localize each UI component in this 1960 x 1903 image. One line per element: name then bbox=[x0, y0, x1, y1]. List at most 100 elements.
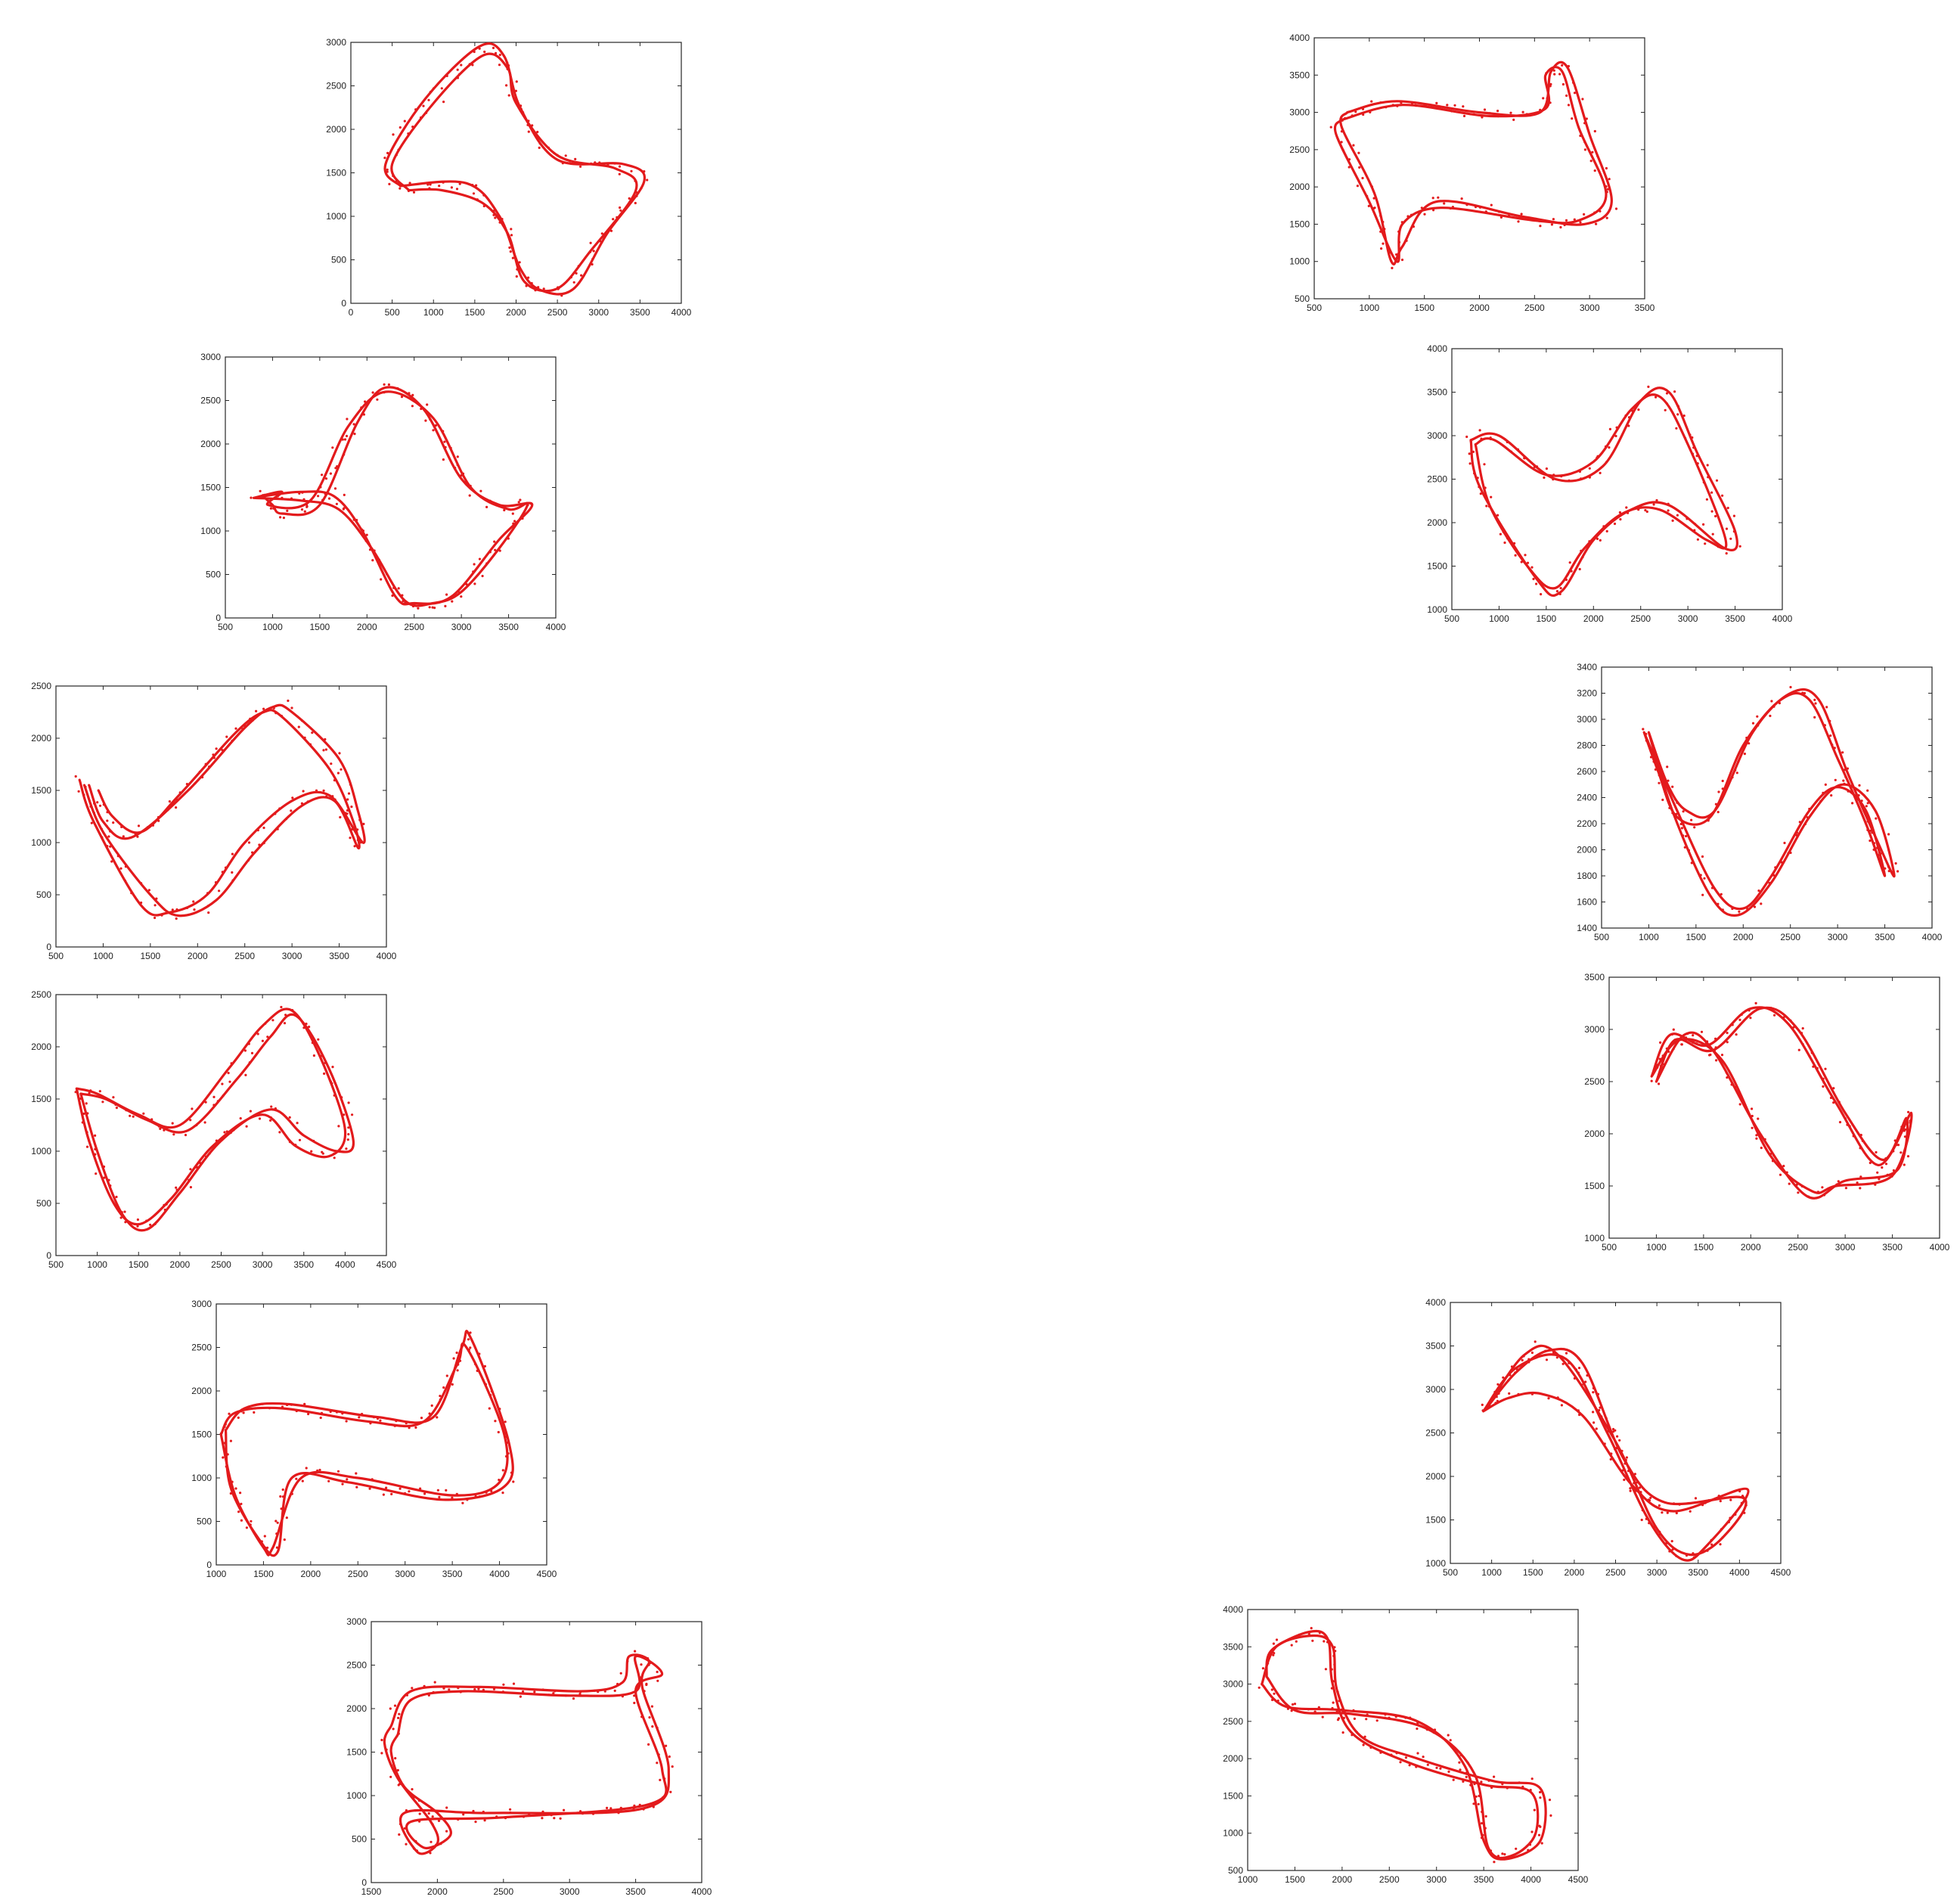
scatter-point bbox=[1405, 239, 1408, 242]
scatter-point bbox=[1579, 134, 1582, 138]
scatter-point bbox=[94, 1153, 97, 1156]
scatter-point bbox=[365, 533, 368, 536]
x-tick-label: 3000 bbox=[1678, 613, 1698, 624]
scatter-point bbox=[432, 1690, 435, 1694]
scatter-point bbox=[1384, 1713, 1387, 1716]
scatter-point bbox=[1588, 476, 1591, 479]
scatter-point bbox=[504, 1817, 507, 1820]
scatter-point bbox=[436, 1489, 440, 1492]
scatter-point bbox=[1743, 753, 1746, 756]
scatter-point bbox=[1318, 1631, 1321, 1634]
scatter-point bbox=[449, 446, 452, 450]
scatter-point bbox=[403, 1827, 407, 1830]
scatter-point bbox=[1649, 1496, 1652, 1499]
x-tick-label: 1000 bbox=[206, 1569, 227, 1579]
x-tick-label: 1000 bbox=[1639, 932, 1659, 942]
scatter-point bbox=[1829, 734, 1832, 737]
scatter-point bbox=[1711, 532, 1714, 536]
scatter-point bbox=[1485, 504, 1488, 508]
scatter-point bbox=[424, 419, 427, 422]
scatter-point bbox=[1506, 1787, 1509, 1790]
scatter-point bbox=[533, 1690, 536, 1693]
scatter-point bbox=[157, 819, 160, 822]
y-tick-label: 1500 bbox=[1425, 1515, 1446, 1526]
y-tick-label: 3500 bbox=[1425, 1341, 1446, 1352]
scatter-point bbox=[1539, 225, 1542, 228]
scatter-point bbox=[1701, 893, 1704, 896]
scatter-point bbox=[106, 819, 109, 822]
scatter-point bbox=[1267, 1677, 1270, 1680]
scatter-point bbox=[1653, 1526, 1656, 1529]
scatter-point bbox=[1599, 210, 1602, 213]
scatter-point bbox=[1760, 1147, 1763, 1150]
scatter-point bbox=[423, 1492, 426, 1495]
scatter-point bbox=[1605, 191, 1608, 194]
scatter-point bbox=[84, 785, 87, 788]
scatter-point bbox=[1271, 1698, 1274, 1702]
scatter-point bbox=[1340, 141, 1343, 144]
scatter-point bbox=[1573, 1377, 1576, 1380]
scatter-point bbox=[305, 1467, 308, 1470]
scatter-point bbox=[628, 197, 631, 200]
scatter-point bbox=[1555, 590, 1558, 593]
scatter-point bbox=[465, 582, 468, 586]
scatter-point bbox=[606, 163, 609, 166]
scatter-point bbox=[78, 1102, 81, 1105]
y-tick-label: 3000 bbox=[191, 1299, 212, 1309]
scatter-point bbox=[1592, 1411, 1595, 1414]
scatter-point bbox=[485, 505, 488, 509]
scatter-point bbox=[1474, 206, 1478, 209]
scatter-point bbox=[1452, 1778, 1455, 1781]
scatter-point bbox=[636, 1654, 640, 1657]
scatter-point bbox=[274, 1107, 277, 1110]
scatter-point bbox=[1481, 1409, 1484, 1412]
y-tick-label: 4000 bbox=[1425, 1297, 1446, 1308]
scatter-point bbox=[616, 1682, 619, 1686]
scatter-point bbox=[1738, 1018, 1741, 1021]
scatter-point bbox=[459, 1690, 462, 1693]
x-tick-label: 4000 bbox=[546, 622, 566, 632]
scatter-point bbox=[185, 906, 189, 909]
scatter-point bbox=[191, 1107, 194, 1110]
scatter-point bbox=[1514, 554, 1517, 557]
scatter-point bbox=[319, 1416, 322, 1420]
scatter-point bbox=[1560, 1404, 1563, 1407]
scatter-point bbox=[524, 502, 527, 505]
scatter-point bbox=[1408, 1764, 1411, 1767]
scatter-point bbox=[1846, 767, 1849, 770]
scatter-point bbox=[172, 1133, 175, 1136]
scatter-point bbox=[346, 1138, 349, 1141]
scatter-point bbox=[122, 835, 125, 838]
y-tick-label: 1500 bbox=[200, 483, 221, 493]
scatter-point bbox=[1389, 251, 1392, 254]
scatter-point bbox=[234, 727, 237, 730]
scatter-point bbox=[1462, 114, 1466, 117]
x-tick-label: 1500 bbox=[1686, 932, 1707, 942]
scatter-point bbox=[89, 805, 92, 808]
scatter-point bbox=[498, 1408, 501, 1411]
scatter-point bbox=[1721, 1536, 1724, 1539]
scatter-point bbox=[262, 842, 265, 845]
scatter-point bbox=[433, 1809, 436, 1812]
scatter-point bbox=[331, 446, 334, 449]
scatter-point bbox=[355, 519, 358, 522]
scatter-point bbox=[1344, 116, 1347, 120]
scatter-point bbox=[1859, 1147, 1862, 1150]
scatter-point bbox=[1496, 1399, 1499, 1402]
scatter-point bbox=[541, 1817, 544, 1820]
scatter-point bbox=[522, 111, 525, 114]
scatter-point bbox=[1286, 1707, 1289, 1710]
scatter-point bbox=[96, 801, 99, 804]
scatter-point bbox=[368, 548, 372, 551]
scatter-point bbox=[116, 1207, 119, 1210]
scatter-point bbox=[1366, 194, 1369, 197]
scatter-point bbox=[189, 1168, 192, 1171]
scatter-point bbox=[212, 753, 215, 756]
scatter-point bbox=[286, 509, 289, 513]
scatter-point bbox=[274, 497, 277, 500]
scatter-point bbox=[1509, 1374, 1512, 1377]
scatter-point bbox=[343, 453, 346, 456]
scatter-point bbox=[471, 184, 474, 187]
scatter-point bbox=[1788, 1182, 1791, 1185]
x-tick-label: 2500 bbox=[348, 1569, 368, 1579]
